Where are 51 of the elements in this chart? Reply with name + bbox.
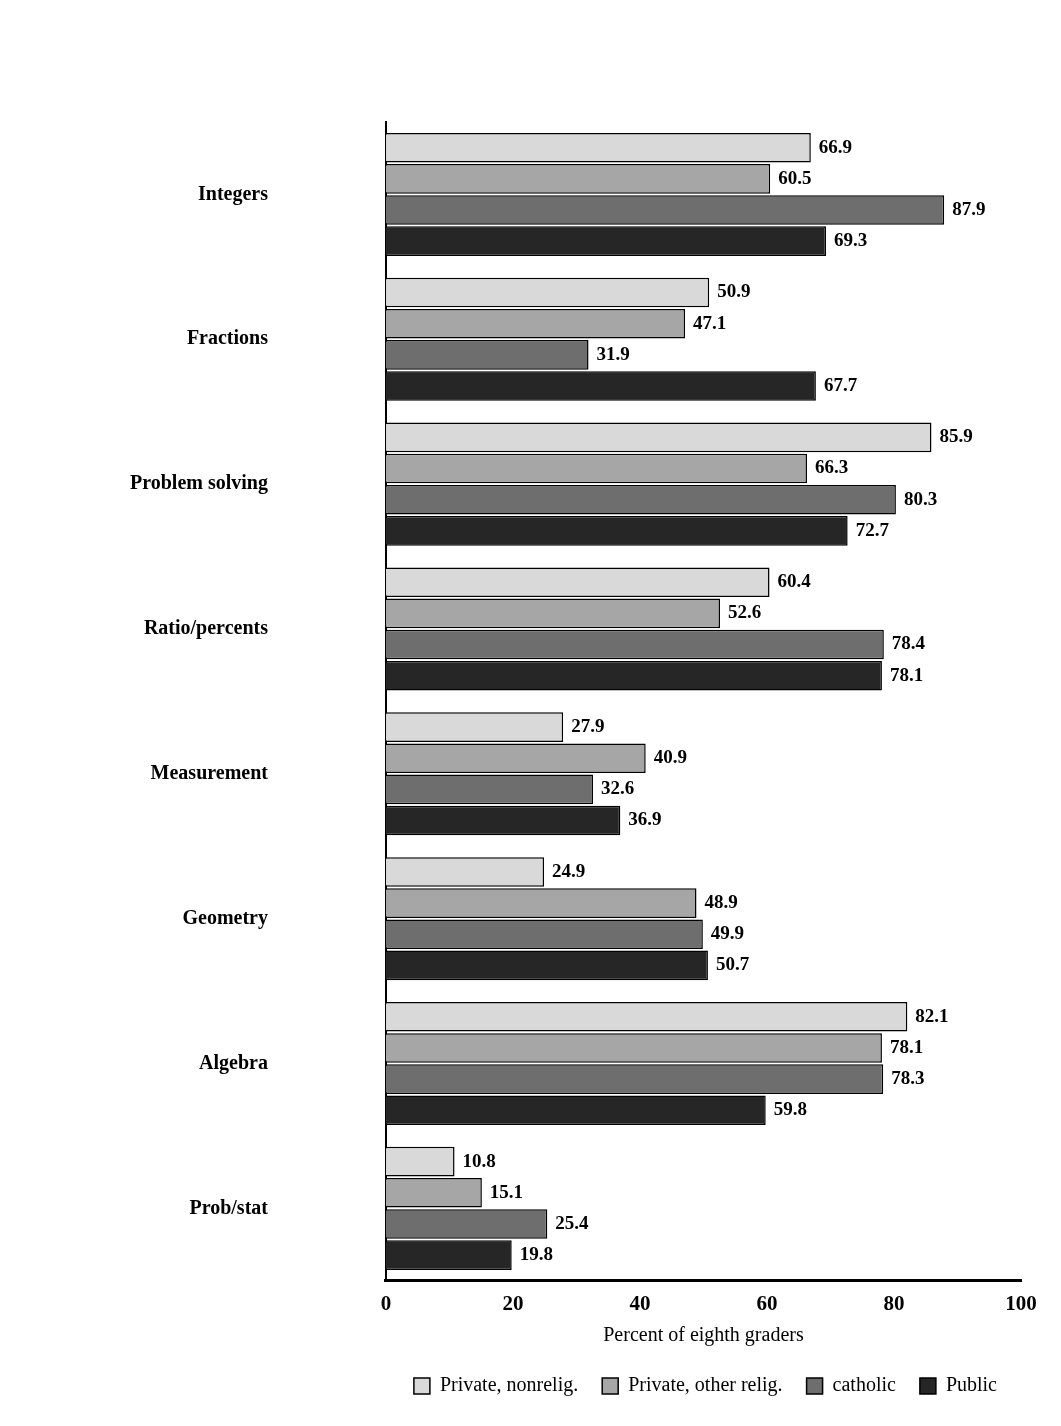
- data-label: 59.8: [773, 1098, 807, 1120]
- y-tick-label: Measurement: [150, 761, 269, 783]
- data-label: 40.9: [653, 746, 687, 768]
- y-tick-label: Geometry: [182, 905, 268, 929]
- data-label: 36.9: [628, 808, 662, 830]
- data-label: 87.9: [952, 197, 986, 219]
- data-label: 78.1: [889, 663, 924, 685]
- data-label: 85.9: [939, 425, 973, 447]
- data-label: 50.7: [715, 953, 750, 975]
- data-label: 15.1: [489, 1180, 524, 1202]
- data-label: 60.4: [777, 570, 812, 592]
- data-label: 72.7: [855, 518, 890, 540]
- x-tick-label: 20: [502, 1290, 524, 1315]
- data-label: 47.1: [693, 311, 727, 333]
- y-tick-label: Problem solving: [130, 471, 268, 495]
- data-label: 31.9: [596, 342, 630, 364]
- legend-label: Private, nonrelig.: [439, 1373, 579, 1397]
- data-label: 78.4: [891, 632, 926, 654]
- data-label: 69.3: [834, 229, 868, 251]
- data-label: 52.6: [728, 601, 762, 623]
- y-tick-label: Integers: [197, 181, 269, 205]
- data-label: 49.9: [710, 922, 745, 944]
- data-label: 67.7: [823, 373, 858, 395]
- legend-label: Private, other relig.: [628, 1373, 783, 1397]
- data-label: 80.3: [903, 487, 938, 509]
- data-label: 10.8: [462, 1149, 496, 1171]
- x-tick-label: 100: [1005, 1290, 1037, 1315]
- x-axis-title: Percent of eighth graders: [603, 1323, 804, 1347]
- data-label: 48.9: [704, 891, 738, 913]
- data-label: 27.9: [571, 715, 605, 737]
- data-label: 24.9: [552, 859, 586, 881]
- data-label: 66.3: [814, 456, 849, 478]
- y-tick-label: Fractions: [186, 326, 269, 349]
- legend-label: catholic: [832, 1373, 897, 1396]
- data-label: 82.1: [915, 1004, 949, 1026]
- x-tick-label: 40: [629, 1290, 651, 1315]
- data-label: 78.1: [889, 1035, 924, 1057]
- x-tick-label: 0: [380, 1290, 392, 1315]
- legend-label: Public: [945, 1373, 998, 1396]
- data-label: 19.8: [519, 1243, 553, 1264]
- data-label: 25.4: [555, 1211, 590, 1233]
- data-label: 50.9: [717, 280, 751, 302]
- y-tick-label: Algebra: [199, 1050, 268, 1074]
- x-tick-label: 80: [883, 1290, 905, 1315]
- x-tick-label: 60: [756, 1290, 778, 1315]
- data-label: 66.9: [818, 135, 853, 157]
- data-label: 78.3: [891, 1067, 925, 1088]
- y-tick-label: Ratio/percents: [143, 616, 269, 640]
- data-label: 60.5: [778, 166, 812, 188]
- data-label: 32.6: [600, 777, 635, 799]
- y-tick-label: Prob/stat: [189, 1195, 269, 1218]
